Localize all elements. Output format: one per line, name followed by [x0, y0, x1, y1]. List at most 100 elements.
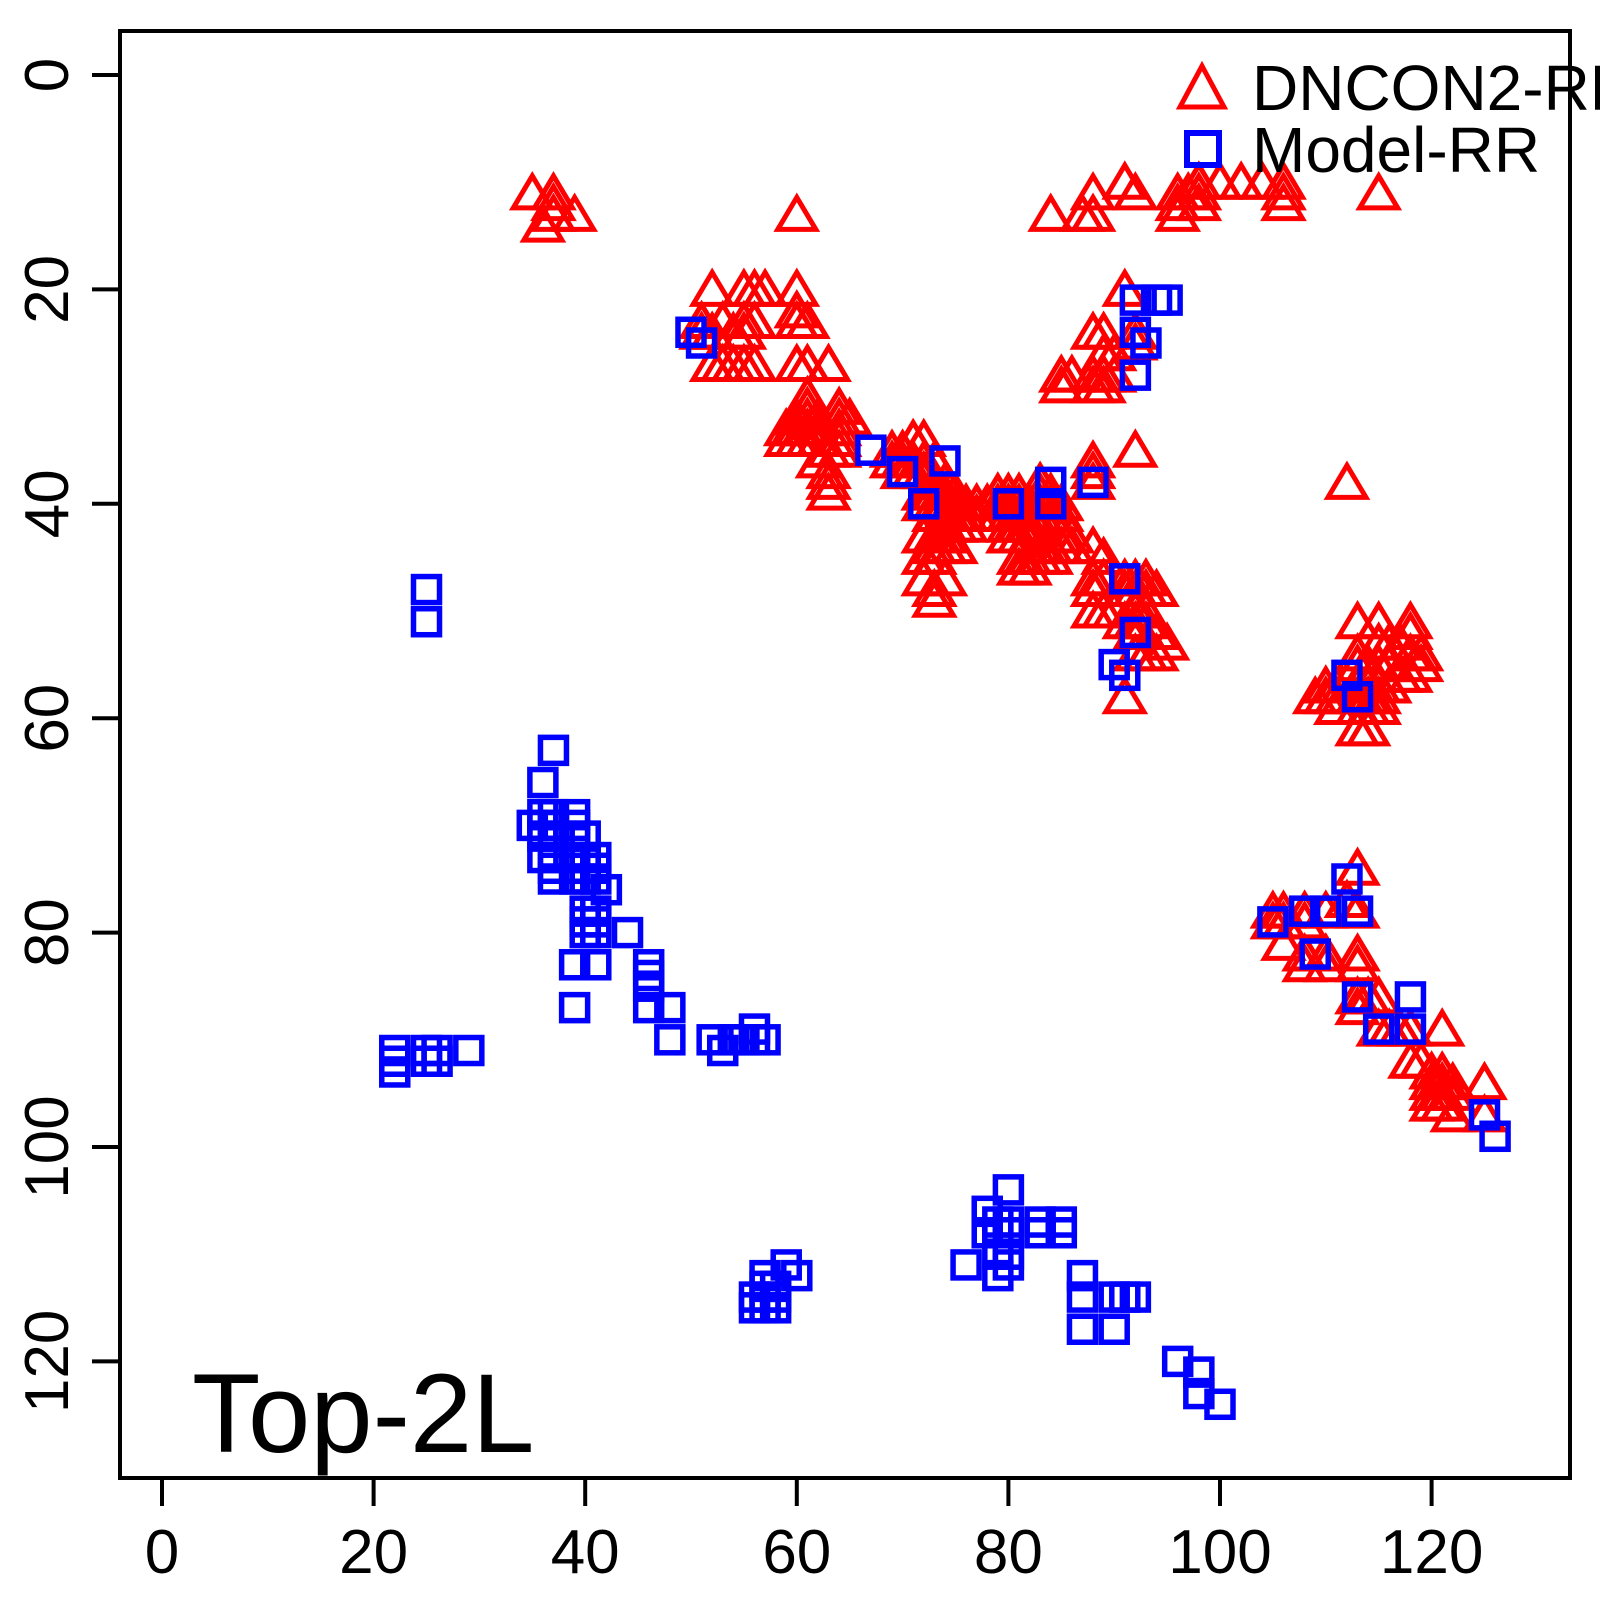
y-tick-label: 40 [13, 469, 82, 538]
plot-border [118, 29, 1572, 1480]
data-point-triangle [551, 192, 599, 232]
data-point-triangle [1111, 171, 1159, 211]
data-point-square [1045, 1217, 1078, 1249]
series-model-rr [379, 284, 1511, 1421]
data-point-square [685, 327, 718, 359]
data-point-triangle [1069, 567, 1117, 608]
data-point-triangle [805, 342, 852, 382]
data-point-square [1066, 1313, 1099, 1345]
data-point-triangle [1418, 1007, 1466, 1047]
data-point-square [1341, 981, 1374, 1013]
data-point-square [410, 573, 443, 606]
y-tick-label: 80 [13, 898, 82, 967]
data-point-triangle [1133, 631, 1180, 672]
data-point-triangle [1111, 428, 1159, 468]
data-point-square [1394, 981, 1427, 1013]
data-point-square [654, 1024, 686, 1056]
data-point-triangle [688, 267, 736, 307]
data-point-square [908, 488, 940, 520]
data-point-square [453, 1034, 485, 1067]
data-point-square [1109, 659, 1141, 692]
data-point-triangle [942, 503, 990, 543]
data-point-triangle [783, 299, 831, 340]
legend-square-icon [1184, 130, 1222, 168]
y-tick-label: 0 [13, 58, 82, 92]
data-point-square [1257, 906, 1289, 938]
data-point-triangle [1302, 942, 1350, 983]
data-point-triangle [1344, 707, 1392, 747]
y-axis: 0 20 40 60 80 100 120 [13, 58, 120, 1413]
y-tick-label: 20 [13, 255, 82, 324]
data-point-square [537, 734, 570, 767]
data-point-triangle [1080, 535, 1128, 575]
data-point-triangle [1355, 599, 1403, 640]
plot-annotation: Top-2L [192, 1351, 534, 1476]
data-point-square [929, 445, 961, 477]
data-point-triangle [1101, 674, 1149, 715]
data-point-square [580, 949, 612, 981]
data-point-square [558, 949, 591, 981]
data-point-triangle [1397, 631, 1445, 672]
data-point-square [1024, 1217, 1056, 1249]
x-tick-label: 120 [1380, 1518, 1483, 1587]
data-point-triangle [805, 449, 852, 490]
data-point-square [1119, 284, 1152, 316]
data-point-triangle [530, 181, 577, 222]
legend: DNCON2-RR Model-RR [1175, 52, 1600, 186]
data-point-triangle [1175, 181, 1223, 222]
data-point-square [1299, 938, 1331, 970]
x-tick-label: 20 [339, 1518, 408, 1587]
data-point-triangle [1387, 653, 1434, 693]
data-point-square [1109, 563, 1141, 595]
data-point-square [1204, 1388, 1236, 1421]
y-tick-label: 120 [13, 1310, 82, 1413]
data-point-square [855, 434, 887, 466]
x-tick-label: 80 [974, 1518, 1043, 1587]
data-point-triangle [815, 428, 863, 468]
data-point-square [558, 991, 591, 1024]
data-point-square [706, 1034, 739, 1067]
data-point-square [1394, 1013, 1427, 1045]
data-point-triangle [519, 203, 567, 243]
data-point-triangle [1175, 171, 1223, 211]
data-point-square [950, 1249, 982, 1281]
data-point-triangle [530, 171, 577, 211]
data-point-triangle [1080, 363, 1128, 404]
data-point-triangle [1355, 171, 1403, 211]
data-point-triangle [1260, 171, 1307, 211]
data-point-triangle [1037, 363, 1085, 404]
data-point-square [1362, 1013, 1395, 1045]
data-point-triangle [1154, 192, 1202, 232]
data-point-triangle [1006, 546, 1053, 586]
legend-label-dncon2: DNCON2-RR [1252, 52, 1600, 124]
data-point-square [654, 991, 686, 1024]
data-point-square [611, 916, 644, 949]
data-point-square [421, 1045, 453, 1077]
data-point-triangle [1334, 985, 1381, 1026]
data-point-triangle [773, 267, 821, 307]
data-point-triangle [741, 267, 789, 307]
data-point-square [1066, 1259, 1099, 1292]
data-point-square [1119, 616, 1152, 649]
data-point-triangle [1334, 932, 1381, 972]
data-point-triangle [1260, 160, 1307, 200]
legend-label-model: Model-RR [1252, 114, 1540, 186]
data-point-triangle [815, 406, 863, 447]
data-point-square [1341, 895, 1374, 927]
data-point-square [1310, 895, 1342, 927]
data-point-triangle [932, 524, 979, 565]
data-point-triangle [1133, 567, 1180, 608]
x-tick-label: 100 [1168, 1518, 1271, 1587]
data-point-square [1119, 359, 1152, 391]
x-tick-label: 60 [762, 1518, 831, 1587]
data-point-triangle [731, 342, 778, 382]
x-axis: 0 20 40 60 80 100 120 [145, 1478, 1483, 1587]
data-point-square [982, 1259, 1014, 1292]
data-point-square [1119, 1281, 1152, 1313]
data-point-square [1034, 488, 1067, 520]
series-dncon2-rr [508, 160, 1508, 1133]
data-point-triangle [1080, 310, 1128, 350]
data-point-square [992, 1174, 1025, 1206]
data-point-square [1098, 1313, 1130, 1345]
